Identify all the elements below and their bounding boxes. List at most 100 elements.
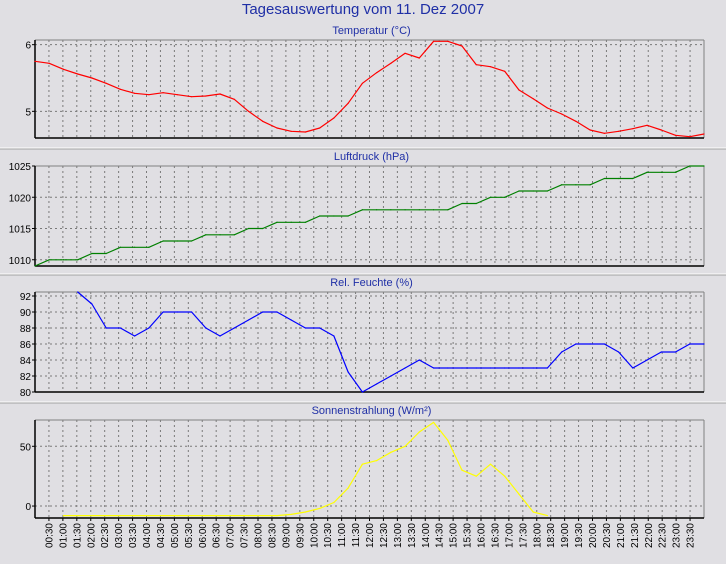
data-point-luftdruck-30 bbox=[461, 202, 463, 205]
y-tick-label-temperatur-1: 6 bbox=[25, 41, 31, 52]
data-point-luftdruck-33 bbox=[504, 196, 506, 198]
y-tick-label-feuchte-5: 90 bbox=[20, 308, 32, 319]
data-point-sonnenstrahlung-10 bbox=[205, 515, 207, 517]
chart-title-temperatur: Temperatur (°C) bbox=[332, 25, 410, 37]
data-point-temperatur-40 bbox=[603, 132, 605, 134]
data-point-sonnenstrahlung-29 bbox=[475, 475, 477, 477]
data-point-feuchte-37 bbox=[603, 343, 605, 345]
data-point-luftdruck-18 bbox=[290, 221, 292, 223]
x-tick-label-37: 19:00 bbox=[560, 523, 571, 548]
data-point-feuchte-26 bbox=[447, 367, 449, 369]
data-point-temperatur-24 bbox=[376, 72, 378, 74]
data-point-luftdruck-17 bbox=[276, 221, 278, 223]
data-point-temperatur-18 bbox=[290, 130, 292, 132]
data-point-luftdruck-23 bbox=[361, 209, 363, 211]
x-tick-label-39: 20:00 bbox=[588, 523, 599, 548]
data-point-temperatur-9 bbox=[162, 92, 164, 94]
x-tick-label-2: 01:30 bbox=[72, 523, 83, 548]
x-tick-label-30: 15:30 bbox=[463, 523, 474, 548]
x-tick-label-18: 09:30 bbox=[295, 523, 306, 548]
data-point-temperatur-25 bbox=[390, 62, 392, 64]
data-point-temperatur-30 bbox=[461, 45, 463, 47]
data-point-feuchte-6 bbox=[162, 311, 164, 313]
data-point-sonnenstrahlung-4 bbox=[119, 515, 122, 517]
x-tick-label-40: 20:30 bbox=[602, 523, 613, 548]
data-point-temperatur-15 bbox=[247, 110, 250, 112]
data-point-sonnenstrahlung-16 bbox=[290, 513, 292, 516]
data-point-temperatur-3 bbox=[77, 73, 79, 75]
x-tick-label-11: 06:00 bbox=[198, 523, 209, 548]
data-point-luftdruck-1 bbox=[48, 259, 50, 261]
x-tick-label-1: 01:00 bbox=[58, 523, 69, 548]
data-point-sonnenstrahlung-15 bbox=[276, 515, 278, 517]
data-point-feuchte-39 bbox=[632, 367, 634, 369]
data-point-luftdruck-26 bbox=[404, 209, 406, 211]
x-tick-label-42: 21:30 bbox=[630, 523, 641, 548]
data-point-feuchte-10 bbox=[219, 335, 221, 337]
data-point-sonnenstrahlung-14 bbox=[262, 515, 264, 517]
data-point-luftdruck-40 bbox=[603, 177, 605, 180]
y-tick-label-luftdruck-2: 1020 bbox=[9, 193, 32, 204]
data-point-sonnenstrahlung-6 bbox=[148, 515, 150, 517]
data-point-luftdruck-24 bbox=[376, 209, 378, 211]
data-point-feuchte-20 bbox=[361, 391, 363, 393]
data-point-sonnenstrahlung-20 bbox=[347, 487, 349, 489]
data-point-temperatur-41 bbox=[617, 130, 620, 132]
data-point-feuchte-22 bbox=[390, 375, 392, 377]
data-point-luftdruck-19 bbox=[304, 221, 307, 223]
data-point-feuchte-15 bbox=[290, 319, 292, 321]
data-point-temperatur-35 bbox=[532, 98, 534, 100]
data-point-luftdruck-46 bbox=[689, 165, 691, 167]
data-point-sonnenstrahlung-23 bbox=[390, 451, 392, 453]
series-line-luftdruck bbox=[34, 165, 704, 267]
data-point-sonnenstrahlung-22 bbox=[376, 460, 378, 462]
data-point-luftdruck-25 bbox=[390, 209, 392, 211]
x-tick-label-33: 17:00 bbox=[504, 523, 515, 548]
data-point-sonnenstrahlung-31 bbox=[504, 475, 506, 477]
data-point-luftdruck-8 bbox=[148, 246, 150, 248]
y-tick-label-feuchte-1: 82 bbox=[20, 372, 32, 383]
data-point-temperatur-1 bbox=[48, 62, 50, 64]
data-point-temperatur-42 bbox=[632, 128, 634, 130]
data-point-feuchte-35 bbox=[575, 343, 577, 345]
data-point-feuchte-24 bbox=[418, 359, 420, 361]
data-point-feuchte-23 bbox=[404, 367, 406, 369]
data-point-sonnenstrahlung-26 bbox=[432, 421, 435, 423]
data-point-feuchte-17 bbox=[319, 327, 321, 329]
x-tick-label-20: 10:30 bbox=[323, 523, 334, 548]
data-point-sonnenstrahlung-33 bbox=[532, 511, 534, 513]
data-point-feuchte-19 bbox=[347, 371, 349, 373]
data-point-luftdruck-42 bbox=[632, 177, 634, 180]
data-point-luftdruck-4 bbox=[91, 252, 93, 255]
y-tick-label-temperatur-0: 5 bbox=[25, 107, 31, 118]
data-point-feuchte-8 bbox=[190, 311, 193, 313]
data-point-feuchte-9 bbox=[205, 327, 207, 329]
x-tick-label-34: 17:30 bbox=[518, 523, 529, 548]
data-point-temperatur-34 bbox=[518, 89, 520, 91]
data-point-sonnenstrahlung-17 bbox=[304, 511, 307, 513]
data-point-sonnenstrahlung-21 bbox=[361, 463, 363, 465]
data-point-sonnenstrahlung-32 bbox=[518, 493, 520, 495]
data-point-luftdruck-37 bbox=[561, 184, 563, 186]
x-tick-label-38: 19:30 bbox=[574, 523, 585, 548]
data-point-feuchte-32 bbox=[532, 367, 534, 369]
data-point-temperatur-45 bbox=[674, 134, 677, 136]
data-point-feuchte-1 bbox=[91, 303, 93, 305]
data-point-luftdruck-36 bbox=[546, 190, 549, 192]
data-point-feuchte-30 bbox=[504, 367, 506, 369]
data-point-temperatur-5 bbox=[105, 82, 107, 84]
data-point-feuchte-4 bbox=[134, 335, 136, 337]
data-point-luftdruck-44 bbox=[660, 171, 662, 173]
data-point-sonnenstrahlung-9 bbox=[190, 515, 193, 517]
y-tick-label-sonnenstrahlung-0: 0 bbox=[25, 502, 31, 513]
data-point-temperatur-36 bbox=[546, 107, 549, 109]
data-point-luftdruck-11 bbox=[190, 240, 193, 242]
x-tick-label-24: 12:30 bbox=[379, 523, 390, 548]
data-point-luftdruck-31 bbox=[475, 202, 477, 205]
x-tick-label-44: 22:30 bbox=[658, 523, 669, 548]
x-tick-label-32: 16:30 bbox=[490, 523, 501, 548]
data-point-luftdruck-13 bbox=[219, 234, 221, 236]
data-point-temperatur-17 bbox=[276, 127, 278, 129]
x-tick-label-8: 04:30 bbox=[156, 523, 167, 548]
data-point-luftdruck-41 bbox=[617, 177, 620, 180]
